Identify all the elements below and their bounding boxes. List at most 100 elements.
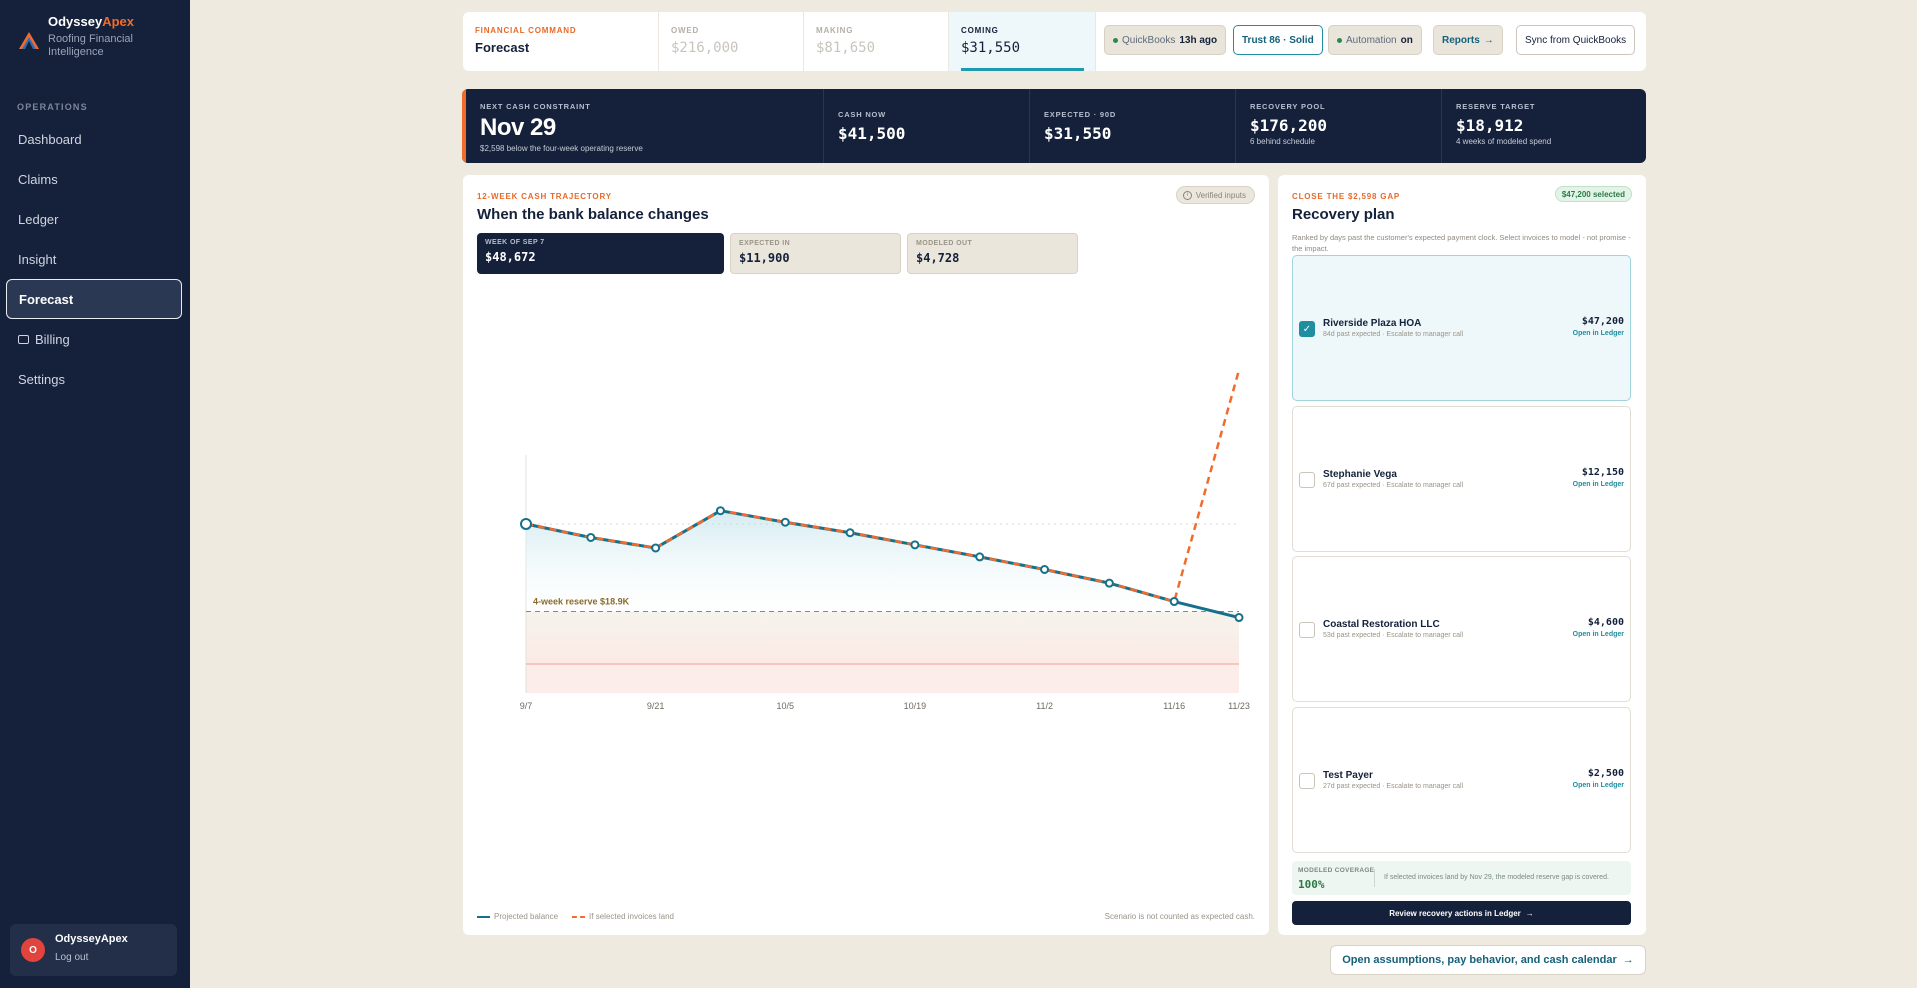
metric-week-of[interactable]: WEEK OF SEP 7 $48,672	[477, 233, 724, 274]
sidebar-item-settings[interactable]: Settings	[6, 359, 182, 399]
sync-quickbooks-button[interactable]: Sync from QuickBooks	[1516, 25, 1636, 55]
stat-label: CASH NOW	[838, 110, 887, 119]
invoice-name: Stephanie Vega	[1323, 469, 1397, 480]
cash-trajectory-chart: 4-week reserve $18.9K 9/7 9/21 10/5 10/19 11/…	[520, 369, 1250, 711]
checkbox[interactable]	[1299, 472, 1315, 488]
stat-label: NEXT CASH CONSTRAINT	[480, 102, 591, 111]
tab-value: $81,650	[816, 40, 876, 56]
selected-total-badge: $47,200 selected	[1554, 186, 1632, 202]
invoice-card[interactable]: Test Payer 27d past expected · Escalate …	[1292, 707, 1631, 853]
stat-label: EXPECTED · 90D	[1044, 110, 1117, 119]
sidebar-item-label: Forecast	[19, 291, 74, 307]
stat-label: RESERVE TARGET	[1456, 102, 1536, 111]
review-recovery-button[interactable]: Review recovery actions in Ledger →	[1292, 901, 1631, 925]
tab-owed[interactable]: OWED $216,000	[659, 12, 804, 71]
sidebar-item-insight[interactable]: Insight	[6, 239, 182, 279]
sidebar-item-dashboard[interactable]: Dashboard	[6, 119, 182, 159]
open-in-ledger-link[interactable]: Open in Ledger	[1572, 330, 1624, 337]
status-dot-icon	[1113, 37, 1118, 43]
checkbox[interactable]	[1299, 773, 1315, 789]
coverage-label: MODELED COVERAGE	[1298, 867, 1375, 874]
metric-modeled-out[interactable]: MODELED OUT $4,728	[907, 233, 1078, 274]
invoice-name: Test Payer	[1323, 770, 1373, 781]
checkbox-checked[interactable]: ✓	[1299, 321, 1315, 337]
quickbooks-label: QuickBooks	[1122, 34, 1176, 46]
invoice-card[interactable]: Stephanie Vega 67d past expected · Escal…	[1292, 406, 1631, 552]
arrow-right-icon: →	[1525, 908, 1534, 918]
invoice-meta: 84d past expected · Escalate to manager …	[1323, 331, 1464, 338]
user-card: O OdysseyApex Log out	[10, 924, 177, 976]
tab-making[interactable]: MAKING $81,650	[804, 12, 949, 71]
metric-expected-in[interactable]: EXPECTED IN $11,900	[730, 233, 901, 274]
legend-scenario: If selected invoices land	[572, 912, 674, 921]
data-point	[975, 552, 985, 562]
coverage-value: 100%	[1298, 878, 1325, 891]
recovery-eyebrow: CLOSE THE $2,598 GAP	[1292, 192, 1401, 201]
coverage-box: MODELED COVERAGE 100% If selected invoic…	[1292, 861, 1631, 895]
sync-label: Sync from QuickBooks	[1525, 34, 1627, 46]
stat-note: $2,598 below the four-week operating res…	[480, 144, 643, 153]
sidebar-item-label: Dashboard	[18, 131, 82, 147]
chart-legend: Projected balance If selected invoices l…	[477, 912, 674, 921]
quickbooks-status[interactable]: QuickBooks 13h ago	[1104, 25, 1227, 55]
stat-value: Nov 29	[480, 114, 556, 141]
reports-button[interactable]: Reports →	[1433, 25, 1503, 55]
sidebar-item-ledger[interactable]: Ledger	[6, 199, 182, 239]
stat-note: 4 weeks of modeled spend	[1456, 137, 1552, 146]
x-tick-label: 9/7	[520, 701, 533, 711]
tab-coming[interactable]: COMING $31,550	[949, 12, 1096, 71]
automation-label: Automation	[1346, 34, 1397, 46]
verified-inputs-badge[interactable]: i Verified inputs	[1175, 186, 1255, 204]
data-point	[780, 517, 790, 527]
open-in-ledger-link[interactable]: Open in Ledger	[1572, 782, 1624, 789]
data-point	[520, 517, 532, 530]
data-point	[1040, 565, 1050, 574]
data-point	[1169, 597, 1179, 607]
page-title-block: FINANCIAL COMMAND Forecast	[463, 12, 659, 71]
x-tick-label: 11/23	[1228, 701, 1250, 711]
checkbox[interactable]	[1299, 622, 1315, 638]
sidebar-item-billing[interactable]: Billing	[6, 319, 182, 359]
metric-value: $4,728	[916, 251, 960, 265]
data-point	[845, 528, 855, 538]
open-in-ledger-link[interactable]: Open in Ledger	[1572, 481, 1624, 488]
open-in-ledger-link[interactable]: Open in Ledger	[1572, 631, 1624, 638]
x-tick-label: 11/2	[1036, 701, 1053, 711]
invoice-name: Riverside Plaza HOA	[1323, 318, 1422, 329]
sidebar-item-forecast[interactable]: Forecast	[6, 279, 182, 319]
x-tick-label: 10/19	[904, 701, 927, 711]
trust-score-button[interactable]: Trust 86 · Solid	[1233, 25, 1323, 55]
stat-reserve-target: RESERVE TARGET $18,912 4 weeks of modele…	[1441, 89, 1646, 163]
automation-status[interactable]: Automation on	[1328, 25, 1422, 55]
sidebar-item-claims[interactable]: Claims	[6, 159, 182, 199]
invoice-name: Coastal Restoration LLC	[1323, 619, 1440, 630]
sidebar-item-label: Ledger	[18, 211, 59, 227]
metric-label: MODELED OUT	[916, 240, 973, 247]
metric-value: $11,900	[739, 251, 790, 265]
user-name: OdysseyApex	[55, 933, 128, 945]
invoice-card[interactable]: ✓ Riverside Plaza HOA 84d past expected …	[1292, 255, 1631, 401]
brand-name-part1: Odyssey	[48, 14, 103, 29]
legend-label: Projected balance	[494, 912, 559, 921]
data-point	[1104, 578, 1114, 588]
brand-name-part2: Apex	[102, 14, 134, 29]
page-eyebrow: FINANCIAL COMMAND	[475, 26, 577, 35]
stats-accent	[462, 89, 466, 163]
brand-name[interactable]: OdysseyApex	[48, 14, 148, 29]
tab-value: $31,550	[961, 40, 1021, 56]
logout-link[interactable]: Log out	[55, 952, 89, 963]
tab-label: COMING	[961, 26, 999, 35]
sidebar-item-label: Insight	[18, 251, 57, 267]
recovery-description: Ranked by days past the customer's expec…	[1292, 233, 1631, 253]
recovery-title: Recovery plan	[1292, 206, 1395, 223]
metric-value: $48,672	[485, 250, 536, 264]
stat-value: $41,500	[838, 124, 906, 143]
series-line-scenario	[525, 369, 1241, 603]
recovery-panel: CLOSE THE $2,598 GAP Recovery plan $47,2…	[1278, 175, 1646, 935]
invoice-card[interactable]: Coastal Restoration LLC 53d past expecte…	[1292, 556, 1631, 702]
divider	[1374, 869, 1375, 887]
invoice-amount: $12,150	[1581, 467, 1624, 478]
verified-label: Verified inputs	[1195, 190, 1246, 200]
nav-section-label: OPERATIONS	[17, 102, 88, 112]
open-assumptions-button[interactable]: Open assumptions, pay behavior, and cash…	[1330, 945, 1646, 975]
